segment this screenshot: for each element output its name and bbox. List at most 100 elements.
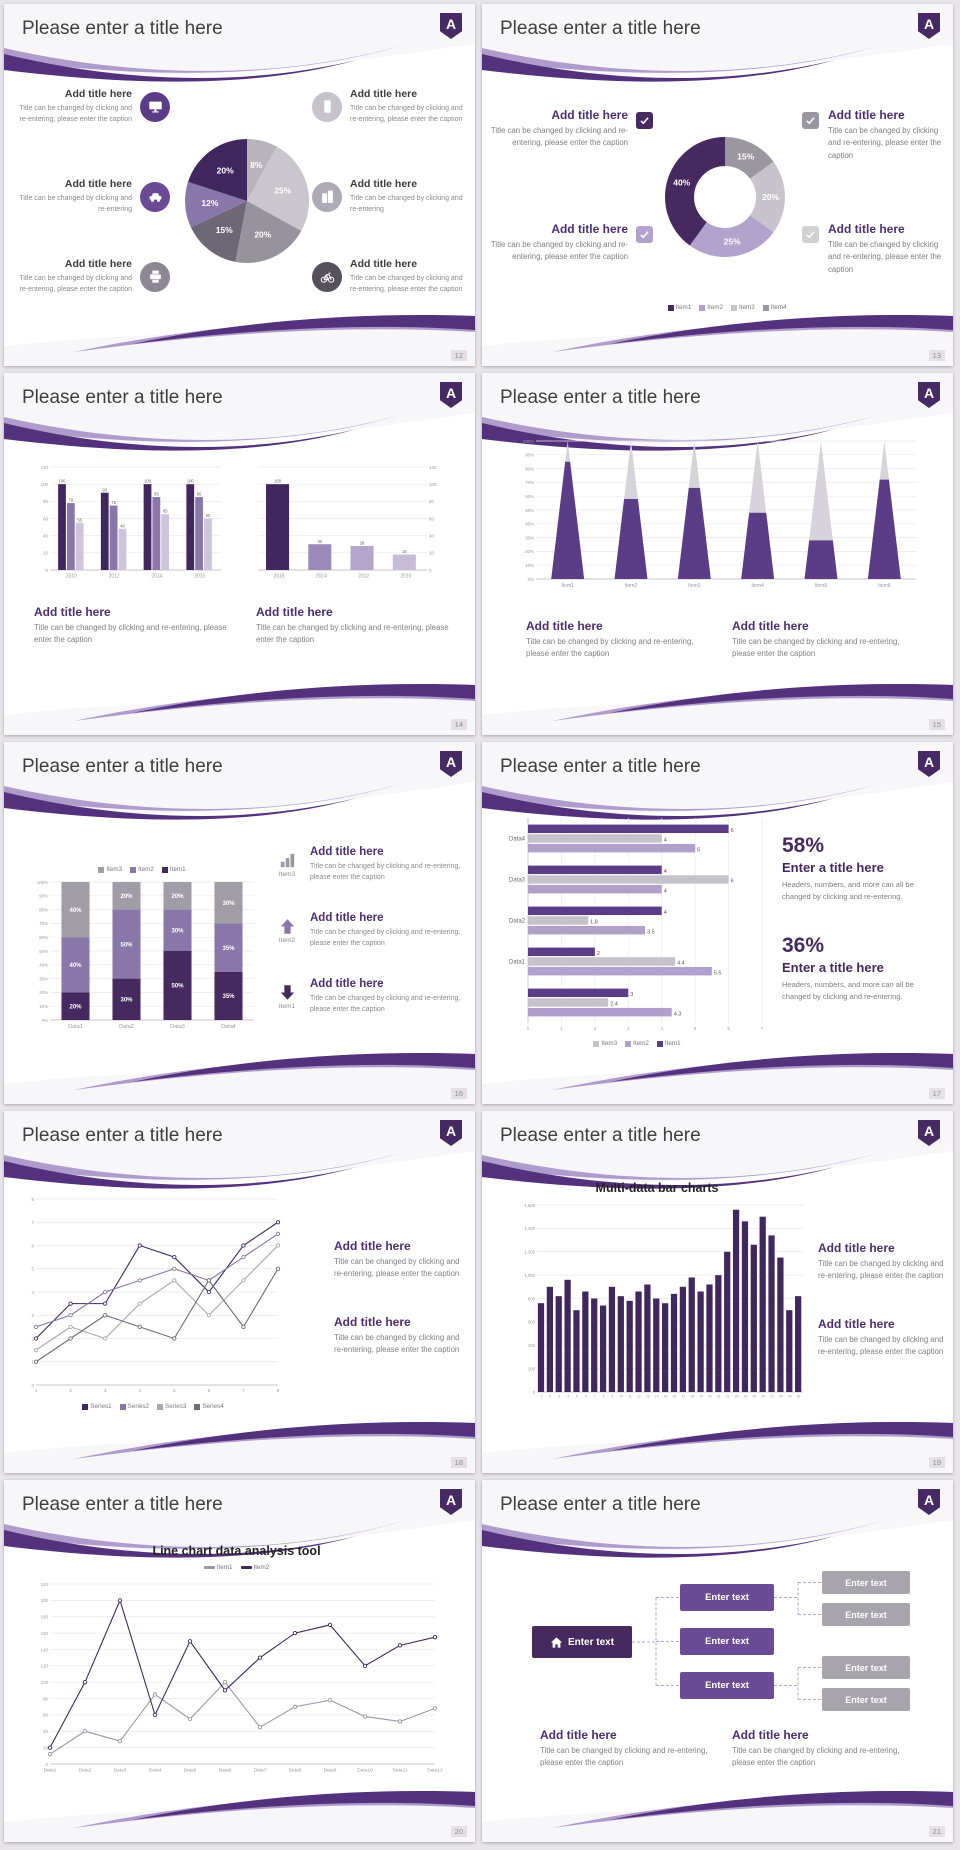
- svg-text:0: 0: [32, 1383, 35, 1388]
- org-leaf-node[interactable]: Enter text: [822, 1603, 910, 1626]
- org-leaf-node[interactable]: Enter text: [822, 1571, 910, 1594]
- brand-logo-letter: A: [923, 15, 935, 32]
- feature-item: Item2 Add title here Title can be change…: [272, 912, 466, 949]
- callout-title: Add title here: [551, 108, 628, 122]
- slide-15[interactable]: Please enter a title here A 0% 10% 20% 30% 4…: [482, 373, 953, 735]
- slide-16[interactable]: Please enter a title here A Item3 Item2 It…: [4, 742, 475, 1104]
- brand-logo-letter: A: [445, 15, 457, 32]
- svg-text:0: 0: [429, 568, 432, 573]
- svg-text:7: 7: [242, 1388, 245, 1393]
- callout: Add title here Title can be changed by c…: [490, 108, 628, 150]
- feature-item: Item1 Add title here Title can be change…: [272, 978, 466, 1015]
- svg-text:50%: 50%: [120, 942, 133, 948]
- svg-text:6: 6: [32, 1243, 35, 1248]
- org-connectors: [632, 1582, 822, 1700]
- svg-text:48: 48: [120, 523, 125, 528]
- checkbox-icon-badge[interactable]: [802, 112, 819, 129]
- brand-logo-letter: A: [923, 1122, 935, 1139]
- page-number: 19: [928, 1457, 945, 1468]
- feature-item: Add title here Title can be changed by c…: [312, 178, 470, 215]
- svg-text:65: 65: [163, 509, 168, 514]
- bar-chart-icon: [279, 852, 296, 869]
- slide-19[interactable]: Please enter a title here A Multi-data b…: [482, 1111, 953, 1473]
- checkbox-icon-badge[interactable]: [636, 112, 653, 129]
- svg-text:100%: 100%: [523, 439, 534, 444]
- callout-title: Add title here: [350, 258, 418, 270]
- check-icon: [805, 229, 816, 240]
- svg-text:5.5: 5.5: [714, 970, 722, 976]
- org-leaf-node[interactable]: Enter text: [822, 1656, 910, 1679]
- pie-chart: 8% 25% 20% 15% 12% 20%: [185, 139, 309, 263]
- org-branch-node[interactable]: Enter text: [680, 1584, 774, 1611]
- org-branch-node[interactable]: Enter text: [680, 1672, 774, 1699]
- checkbox-icon-badge[interactable]: [636, 226, 653, 243]
- svg-text:80: 80: [43, 1696, 48, 1701]
- checkbox-icon-badge[interactable]: [802, 226, 819, 243]
- callout-title: Add title here: [526, 619, 603, 633]
- slide-title: Please enter a title here: [22, 387, 223, 408]
- smartphone-icon: [320, 99, 335, 114]
- arrow-down-icon-badge: Item1: [272, 984, 302, 1010]
- svg-text:20%: 20%: [39, 990, 48, 995]
- svg-text:0: 0: [46, 1762, 49, 1767]
- org-root-node[interactable]: Enter text: [532, 1626, 632, 1658]
- slide-21[interactable]: Please enter a title here A Enter text E…: [482, 1480, 953, 1842]
- callout-title: Add title here: [818, 1317, 895, 1331]
- svg-text:2: 2: [597, 951, 600, 957]
- page-number: 14: [450, 719, 467, 730]
- org-branch-node[interactable]: Enter text: [680, 1628, 774, 1655]
- slide-14[interactable]: Please enter a title here A 0 20 40 60 80 100…: [4, 373, 475, 735]
- svg-text:1,200: 1,200: [525, 1250, 536, 1255]
- org-leaf-node[interactable]: Enter text: [822, 1688, 910, 1711]
- svg-text:6: 6: [727, 1026, 730, 1031]
- svg-text:8: 8: [32, 1197, 35, 1202]
- svg-text:400: 400: [528, 1343, 536, 1348]
- svg-text:6: 6: [208, 1388, 211, 1393]
- slide-13[interactable]: Please enter a title here A Add title he…: [482, 4, 953, 366]
- svg-text:7: 7: [32, 1220, 35, 1225]
- svg-text:4: 4: [664, 869, 667, 875]
- svg-text:100: 100: [187, 479, 195, 484]
- svg-text:2: 2: [69, 1388, 72, 1393]
- svg-text:800: 800: [528, 1296, 536, 1301]
- callout-caption: Title can be changed by clicking and re-…: [490, 126, 628, 148]
- svg-text:10%: 10%: [525, 563, 534, 568]
- svg-text:0%: 0%: [528, 577, 534, 582]
- callout-caption: Title can be changed by clicking and re-…: [34, 623, 227, 645]
- slide-12[interactable]: Please enter a title here A Add title he…: [4, 4, 475, 366]
- svg-text:Data7: Data7: [254, 1767, 267, 1773]
- svg-text:Data1: Data1: [44, 1767, 57, 1773]
- svg-text:25: 25: [752, 1395, 756, 1399]
- slide-20[interactable]: Please enter a title here A Line chart d…: [4, 1480, 475, 1842]
- svg-text:25%: 25%: [274, 185, 291, 195]
- chart-legend: Item3 Item2 Item1: [492, 1040, 782, 1047]
- svg-text:100: 100: [59, 479, 67, 484]
- building-icon-badge: [312, 181, 342, 212]
- svg-text:6: 6: [731, 828, 734, 834]
- horizontal-bar-chart: 0 1 2 3 4 5 6 7 6 4 5 Data4 4 6 4 Data3 4 1.8 3.5 Data2 2 4.4…: [509, 818, 764, 1031]
- svg-text:28: 28: [779, 1395, 783, 1399]
- svg-text:15: 15: [664, 1395, 668, 1399]
- svg-text:20%: 20%: [120, 894, 133, 900]
- callout-caption: Title can be changed by clicking and re-…: [732, 1746, 900, 1768]
- slide-title: Please enter a title here: [500, 1494, 701, 1515]
- svg-text:27: 27: [770, 1395, 774, 1399]
- svg-text:200: 200: [41, 1598, 49, 1603]
- svg-text:3: 3: [32, 1313, 35, 1318]
- callout-caption: Title can be changed by clicking and re-…: [19, 105, 132, 124]
- callout: Add title here Title can be changed by c…: [818, 1317, 944, 1359]
- callout-title: Add title here: [34, 605, 111, 619]
- slide-17[interactable]: Please enter a title here A 0 1 2 3 4 5 6 7 6 4 5 D…: [482, 742, 953, 1104]
- callout: Add title here Title can be changed by c…: [828, 222, 946, 276]
- svg-text:Item4: Item4: [751, 583, 764, 589]
- line-chart: 0 20 40 60 80 100 120 140 160 180 200 220 Data1 Data2…: [41, 1582, 443, 1774]
- svg-text:30%: 30%: [120, 998, 133, 1004]
- svg-text:30%: 30%: [222, 901, 235, 907]
- cone-chart: 0% 10% 20% 30% 40% 50% 60% 70% 80% 90% 100% Item1 It…: [523, 439, 916, 589]
- callout-title: Add title here: [732, 1728, 809, 1742]
- brand-logo-letter: A: [923, 753, 935, 770]
- org-node-label: Enter text: [845, 1694, 887, 1705]
- svg-text:40%: 40%: [39, 963, 48, 968]
